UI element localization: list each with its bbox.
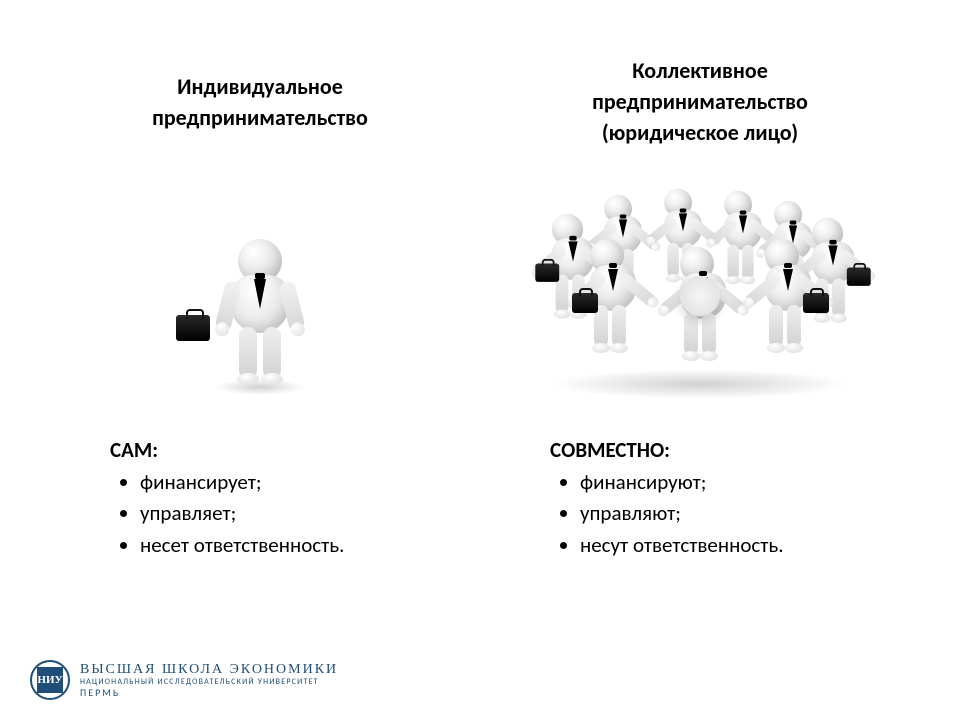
logo-line3: ПЕРМЬ	[80, 687, 338, 698]
logo-badge-icon: НИУ	[30, 660, 70, 700]
illustration-individual	[200, 165, 320, 395]
list-item: несут ответственность.	[580, 530, 784, 562]
bullet-list: финансируют; управляют; несут ответствен…	[550, 467, 784, 562]
title-line: (юридическое лицо)	[592, 118, 808, 149]
logo-mark-text: НИУ	[37, 667, 63, 693]
title-collective: Коллективное предпринимательство (юридич…	[592, 50, 808, 155]
logo-text: ВЫСШАЯ ШКОЛА ЭКОНОМИКИ НАЦИОНАЛЬНЫЙ ИССЛ…	[80, 662, 338, 697]
illustration-collective	[520, 165, 880, 395]
footer-logo: НИУ ВЫСШАЯ ШКОЛА ЭКОНОМИКИ НАЦИОНАЛЬНЫЙ …	[30, 660, 338, 700]
businessman-group-icon	[520, 175, 880, 395]
list-item: финансируют;	[580, 467, 784, 499]
list-heading: САМ:	[110, 435, 344, 467]
list-item: несет ответственность.	[140, 530, 344, 562]
businessman-single-icon	[200, 239, 320, 395]
title-line: предпринимательство	[592, 87, 808, 118]
list-individual: САМ: финансирует; управляет; несет ответ…	[60, 435, 344, 561]
list-heading: СОВМЕСТНО:	[550, 435, 784, 467]
list-collective: СОВМЕСТНО: финансируют; управляют; несут…	[500, 435, 784, 561]
title-individual: Индивидуальное предпринимательство	[152, 50, 368, 155]
title-line: Коллективное	[592, 56, 808, 87]
joined-hands-icon	[680, 276, 720, 316]
list-item: финансирует;	[140, 467, 344, 499]
title-line: Индивидуальное	[152, 72, 368, 103]
briefcase-icon	[176, 315, 210, 341]
list-item: управляет;	[140, 498, 344, 530]
title-line: предпринимательство	[152, 103, 368, 134]
list-item: управляют;	[580, 498, 784, 530]
slide: Индивидуальное предпринимательство	[0, 0, 960, 720]
logo-line1: ВЫСШАЯ ШКОЛА ЭКОНОМИКИ	[80, 662, 338, 677]
columns: Индивидуальное предпринимательство	[60, 50, 900, 700]
bullet-list: финансирует; управляет; несет ответствен…	[110, 467, 344, 562]
column-individual: Индивидуальное предпринимательство	[60, 50, 460, 700]
column-collective: Коллективное предпринимательство (юридич…	[500, 50, 900, 700]
